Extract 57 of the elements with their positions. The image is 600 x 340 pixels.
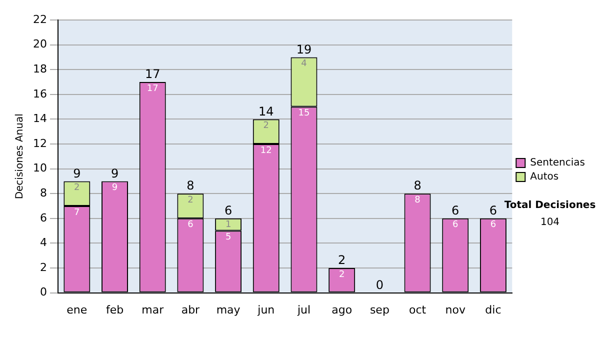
y-tick-label: 2	[40, 260, 47, 274]
data-label: 2	[338, 270, 345, 280]
total-label: 19	[296, 42, 312, 56]
y-tick-label: 4	[40, 236, 47, 250]
y-tick-label: 6	[40, 211, 47, 224]
data-label: 17	[146, 84, 158, 94]
total-label: 6	[489, 204, 498, 218]
data-label: 6	[452, 220, 458, 230]
total-label: 6	[452, 204, 460, 218]
x-tick-label: feb	[106, 303, 124, 316]
y-tick-label: 22	[32, 12, 47, 26]
legend-label: Sentencias	[530, 158, 586, 169]
data-label: 2	[188, 195, 194, 206]
total-label: 9	[73, 166, 81, 180]
y-tick-label: 18	[32, 62, 47, 76]
y-tick-label: 8	[40, 186, 47, 200]
text: 104	[539, 217, 561, 228]
y-tick-label: 0	[40, 286, 47, 299]
x-tick-label: oct	[408, 303, 427, 316]
total-label: 9	[110, 166, 119, 180]
y-axis-title: Decisiones Anual	[14, 114, 26, 200]
total-label: 6	[224, 204, 232, 218]
x-tick-label: nov	[445, 303, 466, 316]
data-label: 8	[414, 195, 421, 206]
legend-label: Autos	[530, 172, 559, 183]
total-label: 17	[144, 67, 160, 82]
data-label: 2	[74, 183, 80, 194]
x-tick-label: ene	[66, 303, 88, 316]
total-label: 0	[376, 278, 384, 292]
data-label: 2	[263, 121, 270, 132]
data-label: 15	[298, 108, 310, 119]
y-tick-label: 20	[32, 38, 47, 51]
total-label: 8	[186, 178, 194, 193]
data-label: 9	[112, 183, 118, 194]
data-label: 6	[490, 220, 496, 230]
data-label: 7	[74, 208, 80, 218]
annotation: Total Decisiones	[503, 200, 597, 211]
data-label: 1	[225, 220, 232, 230]
data-label: 6	[188, 220, 194, 230]
x-tick-label: may	[216, 303, 241, 316]
y-tick-label: 16	[32, 87, 47, 100]
total-label: 14	[258, 104, 274, 118]
y-tick-label: 10	[32, 162, 47, 175]
x-tick-label: ago	[332, 303, 352, 316]
data-label: 5	[225, 232, 232, 243]
y-tick-label: 12	[32, 136, 47, 150]
total-label: 8	[414, 178, 422, 193]
y-tick-label: 14	[32, 112, 47, 126]
data-label: 4	[301, 59, 308, 70]
x-tick-label: sep	[370, 303, 390, 316]
x-tick-label: abr	[181, 303, 200, 316]
total-label: 2	[338, 253, 346, 268]
x-tick-label: dic	[485, 303, 502, 316]
x-tick-label: mar	[142, 303, 164, 316]
x-tick-label: jul	[296, 303, 311, 316]
x-tick-label: jun	[256, 303, 275, 316]
data-label: 12	[260, 146, 272, 156]
